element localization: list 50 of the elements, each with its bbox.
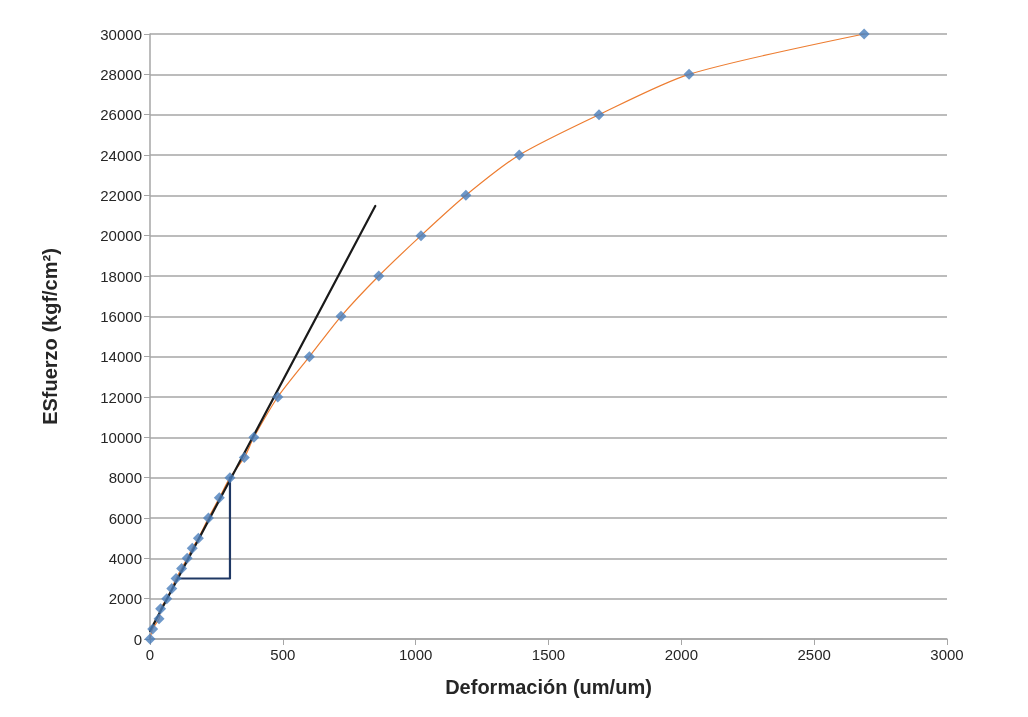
y-tick-label: 22000: [100, 186, 142, 204]
point: [224, 472, 236, 484]
y-tick-label: 16000: [100, 307, 142, 325]
point: [415, 230, 427, 242]
point: [460, 189, 472, 201]
point: [303, 351, 315, 363]
point: [858, 28, 870, 40]
x-tick-label: 2500: [797, 646, 831, 663]
point: [202, 512, 214, 524]
y-tick-label: 6000: [108, 509, 142, 527]
y-tick-label: 20000: [100, 227, 142, 245]
y-tick-label: 14000: [100, 348, 142, 366]
point: [593, 109, 605, 121]
y-tick-label: 24000: [100, 146, 142, 164]
x-tick-label: 0: [145, 646, 155, 663]
x-tick-label: 1500: [531, 646, 566, 663]
point: [238, 452, 250, 463]
point: [513, 149, 525, 161]
y-axis-title: ESfuerzo (kgf/cm²): [39, 248, 61, 425]
x-tick-label: 3000: [930, 646, 964, 663]
point: [683, 68, 695, 80]
x-axis-title: Deformación (um/um): [445, 676, 652, 698]
point: [213, 492, 225, 504]
x-tick-label: 2000: [664, 646, 699, 663]
point: [272, 391, 284, 403]
y-tick-label: 0: [133, 630, 142, 648]
point: [181, 552, 193, 564]
point: [155, 603, 167, 615]
y-tick-label: 28000: [100, 65, 142, 83]
point: [153, 613, 165, 625]
y-tick-label: 8000: [108, 469, 142, 487]
point: [166, 583, 178, 595]
y-tick-label: 26000: [100, 106, 142, 124]
point: [176, 562, 188, 574]
point: [186, 542, 198, 554]
point: [170, 573, 182, 584]
point: [161, 593, 173, 605]
point: [373, 270, 385, 282]
point: [248, 431, 260, 443]
y-tick-label: 2000: [108, 590, 142, 608]
y-tick-label: 4000: [108, 549, 142, 567]
point: [192, 532, 204, 544]
point: [147, 623, 159, 635]
point: [335, 310, 347, 322]
y-tick-label: 18000: [100, 267, 142, 285]
x-tick-label: 1000: [398, 646, 433, 663]
y-tick-label: 10000: [100, 428, 142, 446]
y-tick-label: 12000: [100, 388, 142, 406]
x-tick-label: 500: [270, 646, 296, 663]
y-tick-label: 30000: [100, 25, 142, 43]
